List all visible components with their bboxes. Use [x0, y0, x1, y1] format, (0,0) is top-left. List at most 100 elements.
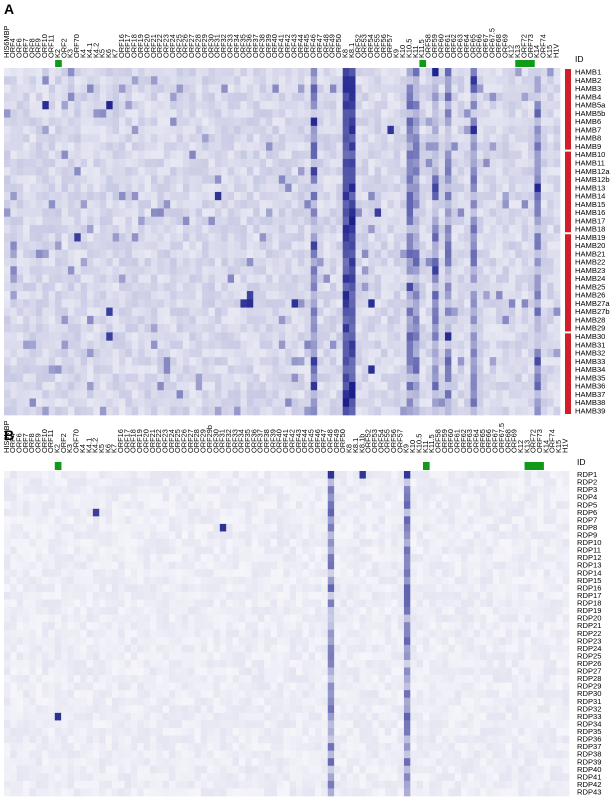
- heatmap-cell: [451, 332, 459, 341]
- heatmap-cell: [61, 142, 69, 151]
- heatmap-cell: [323, 406, 331, 416]
- heatmap-cell: [67, 493, 75, 502]
- heatmap-cell: [521, 233, 529, 242]
- heatmap-cell: [176, 258, 184, 267]
- heatmap-cell: [285, 274, 292, 284]
- heatmap-cell: [106, 142, 113, 151]
- heatmap-cell: [464, 216, 471, 226]
- heatmap-cell: [297, 92, 305, 102]
- heatmap-cell: [80, 233, 88, 242]
- heatmap-cell: [515, 200, 523, 209]
- heatmap-cell: [240, 241, 248, 251]
- heatmap-cell: [144, 175, 152, 185]
- column-label: ORF44: [300, 429, 309, 453]
- heatmap-cell: [4, 150, 11, 160]
- heatmap-cell: [42, 531, 49, 540]
- column-label: K5: [97, 444, 106, 453]
- heatmap-cell: [16, 241, 24, 251]
- heatmap-cell: [406, 315, 414, 325]
- heatmap-cell: [329, 175, 337, 185]
- column-label: ORF20: [142, 34, 151, 58]
- heatmap-cell: [214, 233, 222, 242]
- heatmap-cell: [175, 531, 183, 540]
- heatmap-cell: [138, 373, 145, 383]
- heatmap-cell: [48, 101, 56, 110]
- heatmap-cell: [391, 508, 398, 517]
- heatmap-cell: [61, 274, 69, 284]
- heatmap-cell: [464, 233, 471, 242]
- heatmap-cell: [278, 134, 286, 143]
- heatmap-cell: [16, 523, 24, 532]
- heatmap-cell: [35, 183, 43, 193]
- heatmap-cell: [80, 508, 87, 517]
- heatmap-cell: [119, 109, 126, 118]
- heatmap-cell: [176, 274, 184, 284]
- heatmap-cell: [302, 523, 310, 532]
- heatmap-cell: [194, 493, 202, 502]
- heatmap-cell: [419, 158, 427, 168]
- heatmap-cell: [112, 191, 120, 201]
- heatmap-cell: [92, 478, 100, 487]
- heatmap-cell: [425, 76, 433, 85]
- heatmap-cell: [202, 406, 209, 416]
- heatmap-cell: [403, 493, 411, 502]
- heatmap-cell: [285, 340, 292, 350]
- column-label: K11.5: [427, 434, 436, 453]
- heatmap-cell: [342, 109, 350, 118]
- heatmap-cell: [310, 125, 318, 135]
- heatmap-cell: [438, 142, 446, 151]
- heatmap-cell: [483, 390, 491, 399]
- heatmap-cell: [425, 324, 433, 333]
- heatmap-cell: [400, 142, 407, 151]
- heatmap-cell: [297, 101, 305, 110]
- heatmap-cell: [486, 539, 494, 547]
- heatmap-cell: [397, 493, 405, 502]
- heatmap-cell: [106, 183, 113, 193]
- heatmap-cell: [444, 134, 452, 143]
- heatmap-cell: [483, 142, 491, 151]
- heatmap-cell: [448, 486, 456, 495]
- heatmap-cell: [29, 493, 37, 502]
- heatmap-cell: [234, 200, 241, 209]
- heatmap-cell: [23, 109, 30, 118]
- heatmap-cell: [105, 554, 113, 563]
- heatmap-cell: [259, 398, 267, 408]
- heatmap-cell: [528, 158, 535, 168]
- heatmap-cell: [304, 134, 312, 143]
- heatmap-cell: [143, 539, 151, 547]
- heatmap-cell: [4, 224, 11, 234]
- heatmap-cell: [406, 282, 414, 292]
- heatmap-cell: [112, 92, 120, 102]
- heatmap-cell: [80, 340, 88, 350]
- heatmap-cell: [99, 92, 107, 102]
- column-label: ORF11: [47, 35, 56, 58]
- heatmap-cell: [336, 241, 344, 251]
- heatmap-cell: [483, 258, 491, 267]
- column-label: ORF55: [383, 429, 392, 453]
- heatmap-cell: [61, 486, 68, 495]
- heatmap-cell: [432, 125, 439, 135]
- heatmap-cell: [48, 471, 56, 479]
- heatmap-cell: [381, 365, 388, 375]
- heatmap-cell: [499, 471, 506, 479]
- heatmap-cell: [264, 493, 271, 502]
- heatmap-cell: [226, 546, 233, 555]
- heatmap-cell: [80, 299, 88, 308]
- heatmap-cell: [48, 493, 56, 502]
- heatmap-cell: [246, 398, 254, 408]
- heatmap-cell: [540, 200, 548, 209]
- heatmap-cell: [329, 167, 337, 176]
- heatmap-cell: [112, 241, 120, 251]
- heatmap-cell: [374, 406, 382, 416]
- heatmap-cell: [403, 486, 411, 495]
- heatmap-cell: [266, 381, 273, 391]
- heatmap-cell: [442, 486, 449, 495]
- heatmap-cell: [323, 233, 331, 242]
- column-label: ORF20: [141, 429, 150, 453]
- heatmap-cell: [29, 561, 37, 570]
- heatmap-cell: [221, 324, 229, 333]
- heatmap-cell: [296, 486, 303, 495]
- heatmap-cell: [42, 501, 49, 510]
- heatmap-cell: [438, 340, 446, 350]
- column-label: K14: [532, 45, 541, 58]
